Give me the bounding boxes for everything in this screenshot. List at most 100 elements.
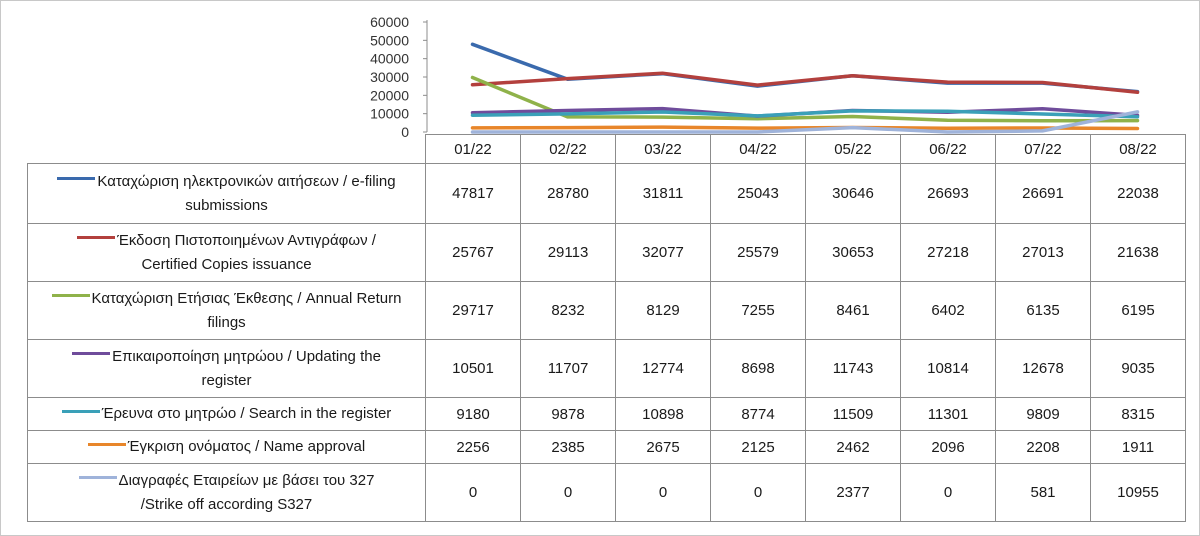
data-value-cell: 27218 — [900, 223, 996, 282]
data-value-cell: 11301 — [900, 397, 996, 431]
table-row: Καταχώριση ηλεκτρονικών αιτήσεων / e-fil… — [27, 163, 1186, 224]
data-value-cell: 10898 — [615, 397, 711, 431]
data-value-cell: 8698 — [710, 339, 806, 398]
x-category-label: 05/22 — [805, 134, 901, 164]
data-value-cell: 25579 — [710, 223, 806, 282]
data-value-cell: 10955 — [1090, 463, 1186, 522]
data-value-cell: 8315 — [1090, 397, 1186, 431]
data-value-cell: 8461 — [805, 281, 901, 340]
series-legend-cell: Επικαιροποίηση μητρώου / Updating the reg… — [27, 339, 426, 398]
legend-key-line — [51, 294, 90, 298]
series-label-line: Έκδοση Πιστοποιημένων Αντιγράφων / — [117, 231, 376, 249]
table-corner — [27, 134, 426, 164]
data-value-cell: 12774 — [615, 339, 711, 398]
series-label-line: Καταχώριση ηλεκτρονικών αιτήσεων / e-fil… — [97, 172, 396, 190]
table-row: Έρευνα στο μητρώο / Search in the regist… — [27, 397, 1186, 431]
data-value-cell: 8232 — [520, 281, 616, 340]
x-category-label: 02/22 — [520, 134, 616, 164]
data-value-cell: 10501 — [425, 339, 521, 398]
data-value-cell: 29113 — [520, 223, 616, 282]
data-value-cell: 21638 — [1090, 223, 1186, 282]
data-value-cell: 2377 — [805, 463, 901, 522]
data-value-cell: 25767 — [425, 223, 521, 282]
data-value-cell: 27013 — [995, 223, 1091, 282]
series-label-line: Διαγραφές Εταιρείων με βάσει του 327 — [118, 471, 375, 489]
data-value-cell: 2208 — [995, 430, 1091, 464]
data-value-cell: 30646 — [805, 163, 901, 224]
data-value-cell: 12678 — [995, 339, 1091, 398]
data-value-cell: 22038 — [1090, 163, 1186, 224]
series-legend-cell: Έκδοση Πιστοποιημένων Αντιγράφων / Certif… — [27, 223, 426, 282]
data-value-cell: 30653 — [805, 223, 901, 282]
y-tick-label: 20000 — [370, 87, 409, 103]
series-line-2 — [470, 71, 1140, 95]
series-line-6 — [470, 125, 1140, 131]
series-legend-cell: Καταχώριση Ετήσιας Έκθεσης / Annual Retu… — [27, 281, 426, 340]
data-value-cell: 0 — [615, 463, 711, 522]
x-category-label: 06/22 — [900, 134, 996, 164]
data-value-cell: 6135 — [995, 281, 1091, 340]
legend-key-line — [78, 476, 117, 480]
data-value-cell: 1911 — [1090, 430, 1186, 464]
table-row: Έκδοση Πιστοποιημένων Αντιγράφων / Certif… — [27, 223, 1186, 282]
series-line-3 — [470, 75, 1140, 123]
series-label-line: submissions — [185, 196, 268, 214]
legend-key-line — [72, 352, 111, 356]
data-value-cell: 11509 — [805, 397, 901, 431]
data-value-cell: 32077 — [615, 223, 711, 282]
y-tick-label: 10000 — [370, 106, 409, 122]
data-value-cell: 581 — [995, 463, 1091, 522]
data-value-cell: 0 — [710, 463, 806, 522]
series-legend-cell: Έρευνα στο μητρώο / Search in the regist… — [27, 397, 426, 431]
data-value-cell: 47817 — [425, 163, 521, 224]
data-value-cell: 31811 — [615, 163, 711, 224]
series-line-5 — [470, 109, 1140, 119]
legend-key-line — [77, 236, 116, 240]
series-legend-cell: Έγκριση ονόματος / Name approval — [27, 430, 426, 464]
data-value-cell: 10814 — [900, 339, 996, 398]
data-value-cell: 0 — [520, 463, 616, 522]
data-value-cell: 11743 — [805, 339, 901, 398]
data-value-cell: 6195 — [1090, 281, 1186, 340]
series-label-line: Καταχώριση Ετήσιας Έκθεσης / Annual Retu… — [91, 289, 402, 307]
series-legend-cell: Καταχώριση ηλεκτρονικών αιτήσεων / e-fil… — [27, 163, 426, 224]
data-value-cell: 7255 — [710, 281, 806, 340]
data-value-cell: 9035 — [1090, 339, 1186, 398]
table-row: Έγκριση ονόματος / Name approval 2256 2385… — [27, 430, 1186, 464]
y-tick-label: 40000 — [370, 51, 409, 67]
series-line-7 — [470, 110, 1140, 134]
data-value-cell: 29717 — [425, 281, 521, 340]
x-category-label: 04/22 — [710, 134, 806, 164]
data-value-cell: 2385 — [520, 430, 616, 464]
series-label-line: Έγκριση ονόματος / Name approval — [127, 438, 366, 455]
series-label-line: Έρευνα στο μητρώο / Search in the regist… — [101, 405, 392, 422]
series-label-line: Certified Copies issuance — [141, 255, 312, 273]
data-table: 01/22 02/22 03/22 04/22 05/22 06/22 07/22 08/22… — [27, 134, 1186, 522]
data-value-cell: 2125 — [710, 430, 806, 464]
data-value-cell: 2675 — [615, 430, 711, 464]
data-value-cell: 8129 — [615, 281, 711, 340]
y-tick-label: 30000 — [370, 69, 409, 85]
data-value-cell: 9809 — [995, 397, 1091, 431]
data-value-cell: 28780 — [520, 163, 616, 224]
x-category-label: 01/22 — [425, 134, 521, 164]
legend-key-line — [57, 177, 96, 181]
data-value-cell: 6402 — [900, 281, 996, 340]
data-value-cell: 0 — [425, 463, 521, 522]
data-value-cell: 8774 — [710, 397, 806, 431]
data-value-cell: 2462 — [805, 430, 901, 464]
series-label-line: Επικαιροποίηση μητρώου / Updating the — [112, 347, 381, 365]
series-label-line: register — [201, 371, 252, 389]
table-row: Διαγραφές Εταιρείων με βάσει του 327/Str… — [27, 463, 1186, 522]
data-value-cell: 26693 — [900, 163, 996, 224]
series-line-1 — [470, 42, 1140, 94]
table-row: Καταχώριση Ετήσιας Έκθεσης / Annual Retu… — [27, 281, 1186, 340]
data-value-cell: 11707 — [520, 339, 616, 398]
table-header-row: 01/22 02/22 03/22 04/22 05/22 06/22 07/22 08/22 — [27, 134, 1186, 164]
data-value-cell: 26691 — [995, 163, 1091, 224]
data-value-cell: 25043 — [710, 163, 806, 224]
line-chart: 60000 50000 40000 30000 20000 10000 0 — [370, 14, 1140, 140]
table-row: Επικαιροποίηση μητρώου / Updating the reg… — [27, 339, 1186, 398]
data-value-cell: 9180 — [425, 397, 521, 431]
legend-key-line — [87, 442, 126, 446]
